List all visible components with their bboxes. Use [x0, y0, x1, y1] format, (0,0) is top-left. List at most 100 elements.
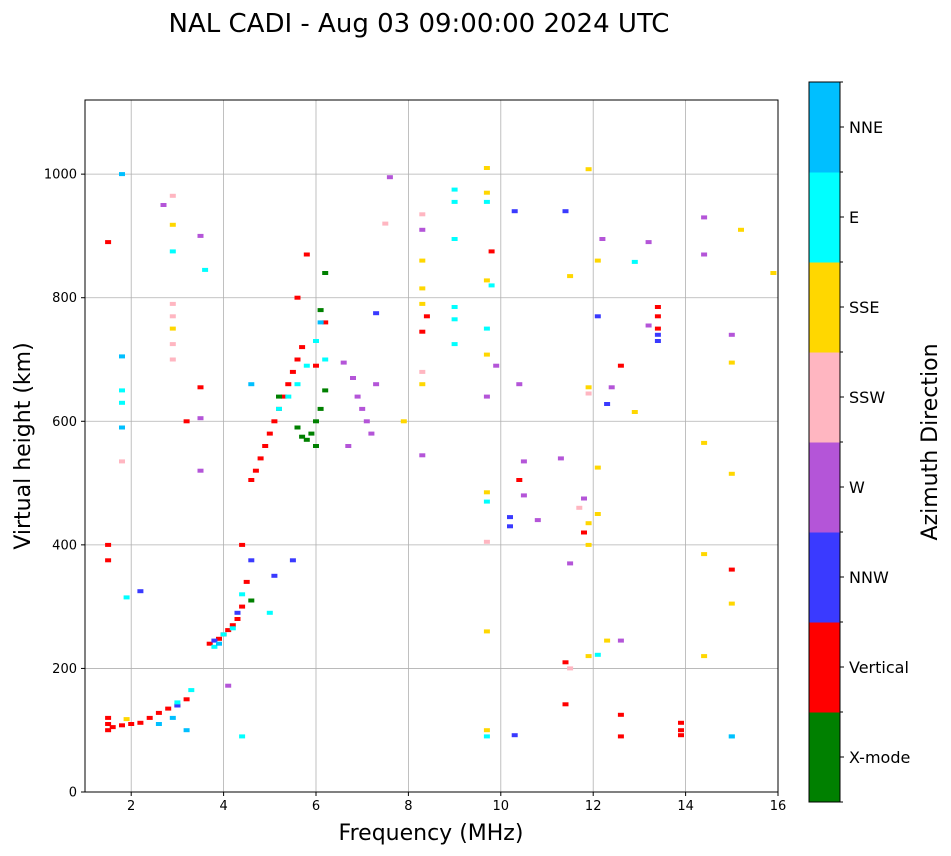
data-point-vertical [488, 249, 495, 254]
colorbar-tick-label: X-mode [849, 748, 910, 767]
data-point-vertical [183, 697, 190, 702]
data-point-x-mode [276, 394, 282, 399]
x-tick-label: 4 [219, 799, 227, 814]
data-point-nnw [507, 515, 513, 520]
data-point-sse [483, 728, 490, 733]
data-point-vertical [234, 617, 241, 621]
data-point-sse [400, 419, 407, 424]
data-point-nnw [211, 638, 218, 643]
data-point-vertical [183, 419, 190, 424]
data-point-nne [169, 715, 176, 720]
data-point-e [239, 734, 246, 739]
colorbar-label: Azimuth Direction [918, 343, 943, 540]
data-point-sse [585, 654, 592, 659]
data-point-e [174, 700, 181, 705]
data-point-x-mode [299, 434, 306, 439]
data-point-ssw [382, 221, 389, 226]
data-point-vertical [289, 369, 296, 374]
data-point-vertical [728, 567, 735, 572]
x-tick-label: 16 [770, 799, 787, 814]
data-point-e [276, 406, 282, 411]
data-point-ssw [567, 666, 574, 671]
colorbar-tick-label: W [849, 478, 865, 497]
colorbar-segment [809, 82, 840, 173]
data-point-x-mode [308, 431, 315, 436]
data-point-vertical [654, 305, 661, 309]
data-point-w [160, 203, 167, 207]
data-point-nne [183, 728, 190, 733]
data-point-w [534, 518, 541, 523]
colorbar-tick-label: NNW [849, 568, 889, 587]
colorbar-segment [809, 532, 840, 623]
data-point-sse [169, 222, 176, 227]
data-point-vertical [206, 641, 213, 646]
data-point-sse [123, 717, 130, 722]
x-axis-ticks: 2 4 6 8 10 12 14 16 [127, 792, 786, 814]
data-point-x-mode [317, 406, 324, 411]
data-point-nnw [248, 558, 255, 563]
data-point-e [119, 388, 125, 393]
data-point-x-mode [322, 388, 329, 393]
data-point-nnw [507, 524, 513, 529]
data-point-nne [728, 734, 735, 739]
data-point-e [188, 688, 195, 693]
y-tick-label: 0 [69, 786, 77, 801]
data-point-nnw [289, 558, 296, 563]
data-point-w [645, 240, 652, 245]
data-point-x-mode [303, 437, 310, 442]
data-point-w [368, 431, 375, 436]
data-point-vertical [105, 542, 112, 547]
y-tick-label: 800 [52, 291, 77, 306]
x-tick-label: 10 [493, 799, 510, 814]
data-point-e [451, 317, 458, 322]
data-point-sse [585, 167, 592, 172]
data-point-sse [770, 271, 777, 275]
data-point-ssw [169, 342, 176, 347]
data-point-e [483, 199, 490, 204]
data-point-w [373, 382, 380, 387]
data-point-vertical [294, 357, 301, 362]
data-point-vertical [562, 702, 569, 707]
data-point-e [451, 342, 458, 347]
data-point-sse [483, 278, 490, 283]
data-point-vertical [419, 329, 426, 334]
data-point-sse [631, 410, 638, 414]
colorbar-segment [809, 172, 840, 263]
data-point-e [285, 394, 292, 399]
data-point-vertical [105, 728, 112, 733]
data-point-nnw [654, 332, 661, 337]
data-point-vertical [197, 385, 204, 390]
data-point-w [197, 416, 204, 421]
data-point-sse [604, 638, 611, 643]
plot-frame [84, 99, 779, 793]
data-point-e [451, 237, 458, 241]
colorbar-tick-label: Vertical [849, 658, 909, 677]
data-point-vertical [165, 706, 172, 711]
grid-lines [85, 100, 778, 792]
data-point-sse [701, 654, 708, 659]
data-point-vertical [128, 722, 135, 726]
data-point-w [493, 363, 500, 368]
data-point-e [123, 595, 130, 600]
data-point-vertical [322, 320, 329, 325]
data-point-vertical [299, 345, 306, 350]
data-point-w [701, 215, 708, 220]
data-point-w [645, 323, 652, 328]
data-point-sse [728, 471, 735, 476]
data-point-vertical [654, 326, 661, 331]
data-point-vertical [257, 456, 264, 461]
data-point-sse [701, 440, 708, 445]
data-point-w [359, 406, 366, 411]
data-point-vertical [119, 723, 125, 728]
data-point-nnw [234, 610, 241, 615]
data-point-e [483, 734, 490, 739]
data-point-sse [728, 601, 735, 606]
data-point-vertical [271, 419, 278, 424]
data-point-ssw [419, 369, 426, 374]
data-point-e [266, 610, 273, 615]
data-point-nnw [174, 703, 181, 708]
data-point-e [294, 382, 301, 387]
data-point-w [516, 382, 523, 387]
data-point-nne [248, 382, 255, 387]
data-point-vertical [239, 604, 246, 609]
